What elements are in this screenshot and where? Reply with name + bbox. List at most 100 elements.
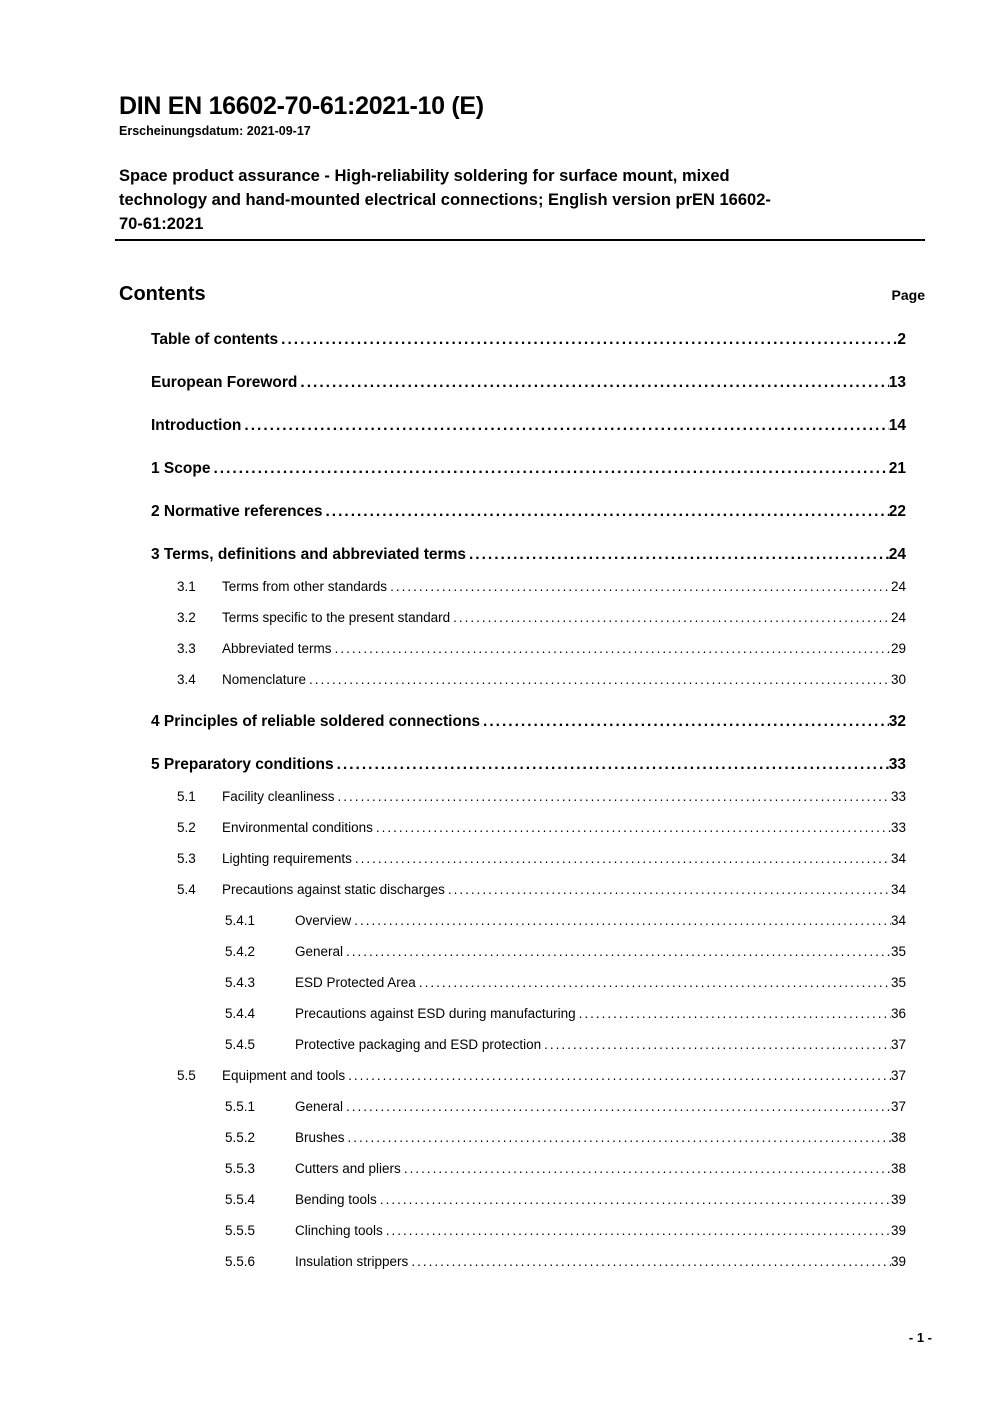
toc-entry-number: 5.5.1	[225, 1099, 256, 1114]
toc-entry-page: 33	[890, 789, 906, 804]
toc-leader-dots	[345, 1067, 891, 1084]
toc-entry-label: Table of contents	[151, 331, 279, 348]
toc-entry: Introduction 14	[119, 416, 906, 435]
toc-entry: 5.5.4 Bending tools 39	[119, 1191, 906, 1208]
toc-entry: 5.4.5 Protective packaging and ESD protec…	[119, 1036, 906, 1053]
toc-entry-label: Clinching tools	[295, 1223, 383, 1238]
toc-entry-label: Precautions against ESD during manufactu…	[295, 1006, 576, 1021]
page-column-label: Page	[891, 287, 925, 303]
toc-entry-number: 3.3	[177, 641, 196, 656]
document-title: DIN EN 16602-70-61:2021-10 (E)	[119, 92, 484, 120]
toc-entry-label: Abbreviated terms	[222, 641, 332, 656]
document-subtitle: Space product assurance - High-reliabili…	[119, 164, 925, 236]
toc-leader-dots	[377, 1191, 891, 1208]
toc-entry: 5.4.2 General 35	[119, 943, 906, 960]
toc-entry-page: 39	[890, 1223, 906, 1238]
toc-leader-dots	[373, 819, 891, 836]
toc-leader-dots	[466, 545, 889, 564]
toc-entry-page: 35	[890, 944, 906, 959]
toc-entry: 5.5 Equipment and tools 37	[119, 1067, 906, 1084]
toc-leader-dots	[278, 330, 897, 349]
toc-entry: 5.5.6 Insulation strippers 39	[119, 1253, 906, 1270]
toc-entry-number: 5.4.2	[225, 944, 256, 959]
toc-entry-page: 14	[888, 417, 906, 434]
toc-entry: 5.4.3 ESD Protected Area 35	[119, 974, 906, 991]
toc-entry-number: 5.3	[177, 851, 196, 866]
toc-entry-label: Introduction	[151, 417, 242, 434]
toc-entry-label: Bending tools	[295, 1192, 377, 1207]
toc-entry: 2 Normative references 22	[119, 502, 906, 521]
toc-entry-label: General	[295, 944, 344, 959]
toc-entry-label: ESD Protected Area	[295, 975, 416, 990]
toc-entry-number: 3.4	[177, 672, 196, 687]
header-divider	[115, 239, 925, 241]
toc-entry-label: 1 Scope	[151, 460, 211, 477]
toc-entry-page: 34	[890, 882, 906, 897]
toc-leader-dots	[416, 974, 891, 991]
toc-entry-label: Terms from other standards	[222, 579, 388, 594]
toc-entry-number: 5.5.3	[225, 1161, 256, 1176]
toc-entry-page: 34	[890, 851, 906, 866]
toc-entry: 4 Principles of reliable soldered connec…	[119, 712, 906, 731]
toc-leader-dots	[241, 416, 888, 435]
toc-leader-dots	[387, 578, 891, 595]
toc-leader-dots	[343, 943, 891, 960]
toc-entry-page: 2	[897, 331, 906, 348]
toc-entry-label: European Foreword	[151, 374, 298, 391]
toc-entry: 5.3 Lighting requirements 34	[119, 850, 906, 867]
document-subtitle-line: technology and hand-mounted electrical c…	[119, 191, 771, 209]
toc-leader-dots	[297, 373, 888, 392]
toc-entry-page: 38	[890, 1161, 906, 1176]
toc-entry: 5.5.1 General 37	[119, 1098, 906, 1115]
toc-entry-number: 5.4.4	[225, 1006, 256, 1021]
toc-entry-page: 21	[888, 460, 906, 477]
toc-entry-page: 24	[890, 610, 906, 625]
toc-entry-page: 30	[890, 672, 906, 687]
toc-entry-page: 37	[890, 1099, 906, 1114]
toc-entry-page: 37	[890, 1068, 906, 1083]
toc-entry-page: 32	[888, 713, 906, 730]
toc-entry-number: 3.2	[177, 610, 196, 625]
toc-entry-label: Terms specific to the present standard	[222, 610, 451, 625]
toc-entry-page: 24	[888, 546, 906, 563]
table-of-contents: Table of contents 2 European Foreword 13 Int…	[119, 330, 906, 1270]
toc-entry: 5.1 Facility cleanliness 33	[119, 788, 906, 805]
toc-entry-label: Cutters and pliers	[295, 1161, 401, 1176]
toc-leader-dots	[541, 1036, 891, 1053]
page-number-footer: - 1 -	[908, 1330, 932, 1345]
toc-leader-dots	[401, 1160, 891, 1177]
toc-entry-label: 4 Principles of reliable soldered connec…	[151, 713, 481, 730]
toc-entry-label: Environmental conditions	[222, 820, 373, 835]
toc-leader-dots	[445, 881, 891, 898]
toc-entry: European Foreword 13	[119, 373, 906, 392]
toc-entry-number: 5.5.2	[225, 1130, 256, 1145]
toc-entry-page: 38	[890, 1130, 906, 1145]
toc-leader-dots	[210, 459, 888, 478]
toc-entry: 1 Scope 21	[119, 459, 906, 478]
toc-entry: 5.5.5 Clinching tools 39	[119, 1222, 906, 1239]
toc-entry: 5.4.1 Overview 34	[119, 912, 906, 929]
publication-date: Erscheinungsdatum: 2021-09-17	[119, 124, 311, 138]
toc-leader-dots	[343, 1098, 891, 1115]
toc-entry-number: 5.1	[177, 789, 196, 804]
toc-leader-dots	[383, 1222, 891, 1239]
toc-leader-dots	[408, 1253, 891, 1270]
document-subtitle-line: 70-61:2021	[119, 215, 204, 233]
toc-entry-label: 5 Preparatory conditions	[151, 756, 334, 773]
toc-entry-number: 3.1	[177, 579, 196, 594]
toc-entry-label: Protective packaging and ESD protection	[295, 1037, 542, 1052]
toc-entry-label: 2 Normative references	[151, 503, 323, 520]
toc-entry: 5.5.3 Cutters and pliers 38	[119, 1160, 906, 1177]
toc-entry-label: Equipment and tools	[222, 1068, 346, 1083]
toc-entry: 3 Terms, definitions and abbreviated ter…	[119, 545, 906, 564]
toc-entry-page: 24	[890, 579, 906, 594]
toc-entry: 5.4.4 Precautions against ESD during manu…	[119, 1005, 906, 1022]
toc-entry: 5.2 Environmental conditions 33	[119, 819, 906, 836]
contents-heading: Contents	[119, 283, 206, 305]
toc-entry-label: General	[295, 1099, 344, 1114]
toc-entry-label: 3 Terms, definitions and abbreviated ter…	[151, 546, 466, 563]
toc-entry: Table of contents 2	[119, 330, 906, 349]
toc-entry-label: Precautions against static discharges	[222, 882, 445, 897]
toc-leader-dots	[332, 640, 891, 657]
